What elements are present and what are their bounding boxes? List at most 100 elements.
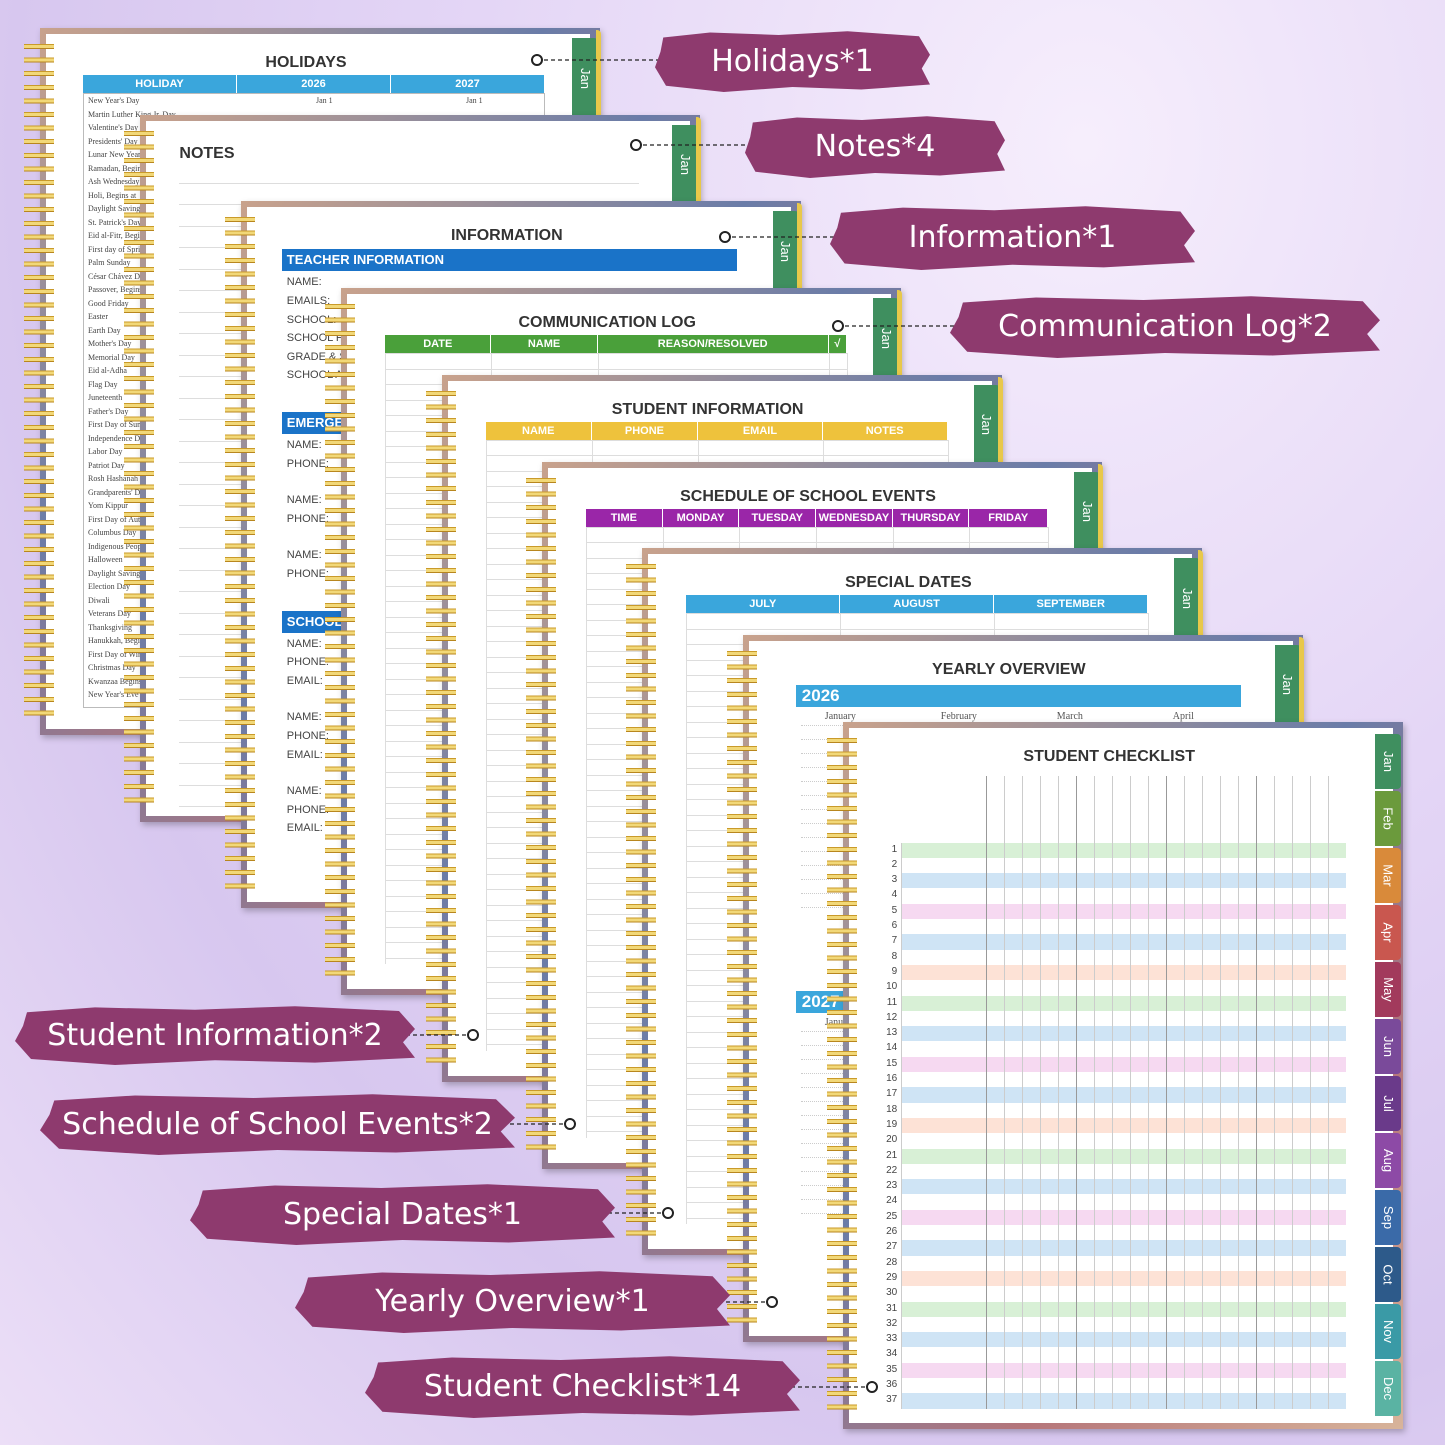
feature-label: Yearly Overview*1 [295,1271,730,1333]
column-header: REASON/RESOLVED [597,335,829,354]
feature-label: Student Checklist*14 [365,1356,800,1418]
row-stripe [901,1117,1347,1134]
holiday-cell: Diwali [88,595,110,605]
holiday-cell: First Day of Autumn [88,514,155,524]
tab-edge [1198,550,1204,647]
row-number: 33 [886,1333,898,1345]
row-number: 37 [886,1394,898,1406]
row-number: 30 [886,1287,898,1299]
holiday-cell: Christmas Day [88,663,136,672]
holiday-cell: Daylight Saving [88,568,141,578]
row-stripe [901,1240,1347,1256]
spiral-binding [626,560,657,1244]
column-header: WEDNESDAY [816,508,893,527]
year-band: 2026 [795,684,1241,707]
connector-dot [832,320,844,332]
month-tab: Feb [1375,790,1402,846]
field-label: PHONE: [286,512,329,525]
column-header: NAME [485,421,592,440]
row-number: 29 [886,1271,898,1283]
row-stripe [901,1362,1347,1379]
page-title: YEARLY OVERVIEW [932,660,1086,678]
row-number: 17 [886,1088,898,1100]
column-header: JULY [686,595,841,614]
holiday-cell: Lunar New Year [88,150,141,159]
column-header: NAME [491,335,598,354]
row-stripe [901,1087,1347,1103]
row-number: 24 [886,1195,898,1207]
row-stripe [901,1056,1347,1073]
month-tab: Jan [672,124,699,205]
feature-label: Schedule of School Events*2 [40,1094,515,1155]
row-stripe [901,980,1347,996]
column-header: AUGUST [840,595,995,614]
field-label: PHONE: [286,567,329,580]
month-name: February [940,710,977,722]
holiday-cell: Mother's Day [88,339,132,348]
row-stripe [901,1316,1347,1333]
month-tab: Sep [1375,1189,1402,1245]
column-line [686,613,688,1225]
column-line [1202,775,1204,1409]
row-stripe [901,873,1347,889]
row-number: 36 [886,1379,898,1391]
row-number: 13 [886,1027,898,1039]
row-number: 7 [891,935,898,947]
row-number: 10 [886,981,898,993]
column-header: SEPTEMBER [994,595,1149,614]
tab-edge [696,116,702,213]
month-tab: Jan [973,384,1000,465]
column-line [1292,775,1294,1409]
column-header: TIME [586,508,663,527]
column-header: 2027 [391,75,545,93]
row-stripe [901,949,1347,965]
field-label: PHONE: [286,803,329,816]
field-label: NAME: [286,494,322,507]
field-label: SCHOOL: [286,313,337,326]
feature-label: Information*1 [830,206,1195,270]
row-number: 11 [886,996,898,1008]
row-number: 34 [886,1348,898,1360]
column-header: 2026 [237,75,391,93]
row-number: 9 [891,965,898,977]
column-line [1184,775,1186,1409]
month-tab: Jan [1375,733,1402,789]
feature-label: Special Dates*1 [190,1184,615,1245]
field-label: NAME: [286,438,322,451]
column-line [1310,775,1312,1409]
spiral-binding [124,126,155,810]
feature-label: Notes*4 [745,116,1005,178]
column-header: THURSDAY [892,508,970,527]
spiral-binding [325,300,356,984]
month-tab: Jan [772,211,799,292]
holiday-cell: César Chávez Day [88,271,148,281]
tab-edge [596,30,601,126]
row-number: 6 [891,920,898,932]
row-stripe [901,934,1347,950]
connector-dot [866,1381,878,1393]
month-name: April [1172,710,1194,722]
row-number: 31 [886,1302,898,1314]
column-header: MONDAY [662,508,740,527]
feature-label: Holidays*1 [655,31,930,92]
field-label: EMAIL: [286,674,323,687]
column-line [1166,775,1168,1409]
field-label: EMAILS: [286,294,331,307]
field-label: NAME: [286,549,322,562]
page-title: SCHEDULE OF SCHOOL EVENTS [680,487,936,505]
field-label: EMAIL: [286,748,323,761]
holiday-cell: Labor Day [88,447,123,456]
holiday-cell: Veterans Day [88,609,131,618]
row-number: 4 [891,889,898,901]
row-number: 14 [886,1042,898,1054]
row-line [485,439,948,441]
connector-dot [662,1207,674,1219]
holiday-cell: Rosh Hashanah [88,474,138,483]
holiday-cell: Daylight Saving [88,204,141,213]
column-header: PHONE [591,421,699,440]
row-stripe [901,1010,1347,1027]
spiral-binding [425,386,456,1070]
column-header: √ [828,335,848,354]
month-tab: Mar [1375,847,1402,903]
column-header: FRIDAY [969,508,1048,527]
